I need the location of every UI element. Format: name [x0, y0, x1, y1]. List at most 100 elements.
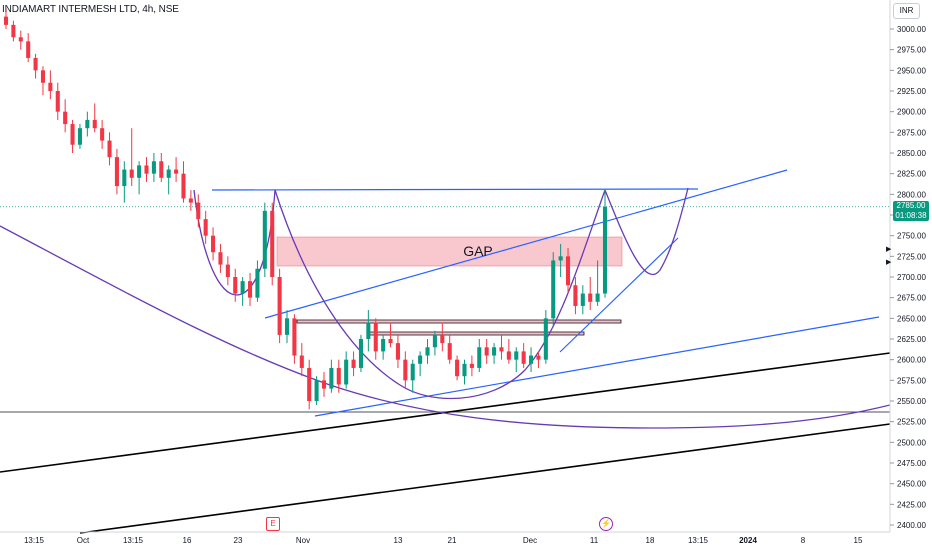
candle-body — [225, 264, 230, 277]
candle-body — [432, 334, 437, 348]
candle-body — [410, 363, 415, 381]
candle-body — [551, 260, 556, 319]
price-tick-label: 2825.00 — [897, 170, 926, 179]
candle-body — [277, 277, 282, 335]
candle-body — [144, 165, 149, 174]
price-tick-label: 2625.00 — [897, 335, 926, 344]
candle-body — [284, 318, 290, 335]
time-tick-label: 13 — [394, 536, 403, 545]
rising-trendline-upper — [264, 169, 788, 319]
price-tick-label: 2600.00 — [897, 356, 926, 365]
candle-body — [336, 367, 341, 385]
price-tick-label: 2800.00 — [897, 190, 926, 199]
price-tick-label: 2875.00 — [897, 128, 926, 137]
candle-body — [499, 347, 504, 352]
time-tick-label: 21 — [448, 536, 457, 545]
time-tick-label: Dec — [523, 536, 537, 545]
gap-label: GAP — [463, 243, 493, 259]
price-tick-label: 2450.00 — [897, 480, 926, 489]
price-tick-label: 2650.00 — [897, 314, 926, 323]
time-axis[interactable]: 13:15 Oct 13:15 16 23 Nov 13 21 Dec 11 18 13:15 2024… — [0, 531, 890, 545]
candle-body — [580, 293, 585, 306]
earnings-marker[interactable]: E — [266, 517, 280, 531]
left-arrow-icon: ▶ — [886, 246, 892, 253]
range-box-upper — [296, 319, 622, 324]
channel-line-lower — [79, 423, 891, 534]
dividend-marker[interactable]: ⚡ — [599, 517, 613, 531]
candle-body — [218, 252, 223, 265]
cup-arc-main — [274, 189, 606, 400]
candle-body — [33, 57, 38, 71]
candle-body — [455, 359, 460, 377]
candle-body — [395, 343, 400, 360]
candle-body — [351, 359, 356, 368]
candle-body — [521, 351, 526, 364]
resistance-line — [211, 188, 699, 191]
candle-body — [381, 339, 386, 352]
currency-badge[interactable]: INR — [893, 3, 920, 19]
price-tick-label: 2400.00 — [897, 521, 926, 530]
candle-body — [321, 380, 327, 389]
price-tick-label: 2675.00 — [897, 294, 926, 303]
candle-body — [602, 206, 608, 294]
candle-body — [314, 380, 319, 401]
candle-body — [373, 322, 378, 352]
candle-body — [344, 359, 349, 385]
symbol-title: INDIAMART INTERMESH LTD, 4h, NSE — [2, 4, 179, 15]
price-tick-label: 2550.00 — [897, 397, 926, 406]
price-tick-label: 3000.00 — [897, 25, 926, 34]
candle-body — [63, 111, 68, 125]
price-tick-label: 2425.00 — [897, 500, 926, 509]
candle-body — [40, 70, 46, 83]
candle-body — [418, 355, 423, 364]
handle-arc — [604, 187, 689, 276]
last-price: 2785.00 — [896, 201, 926, 210]
candle-body — [565, 256, 571, 286]
time-tick-label: 2024 — [739, 536, 757, 545]
candle-body — [462, 363, 467, 377]
time-tick-label: 8 — [801, 536, 806, 545]
candle-body — [506, 351, 511, 360]
price-tick-label: 2850.00 — [897, 149, 926, 158]
time-tick-label: 23 — [234, 536, 243, 545]
candle-body — [3, 16, 9, 25]
candle-body — [366, 322, 371, 339]
candle-body — [107, 140, 112, 158]
time-tick-label: Nov — [296, 536, 310, 545]
time-tick-label: 18 — [646, 536, 655, 545]
price-tick-label: 2575.00 — [897, 376, 926, 385]
time-tick-label: 13:15 — [123, 536, 144, 545]
price-tick-label: 2700.00 — [897, 273, 926, 282]
price-axis[interactable]: 3000.00 2975.00 2950.00 2925.00 2900.00 2875.… — [889, 0, 926, 532]
candle-body — [595, 293, 600, 302]
candle-body — [129, 169, 134, 178]
candle-body — [440, 334, 445, 344]
price-tick-label: 2950.00 — [897, 66, 926, 75]
candles-layer — [3, 8, 608, 410]
range-box-lower — [366, 331, 585, 336]
candle-body — [299, 355, 304, 368]
candle-body — [166, 169, 171, 178]
candle-body — [77, 128, 82, 145]
wedge-line — [559, 237, 679, 353]
candle-body — [18, 37, 23, 42]
left-arrow-icon: ▶ — [886, 259, 892, 266]
candle-body — [70, 124, 75, 145]
candle-body — [262, 210, 267, 269]
candle-body — [233, 277, 238, 294]
candle-body — [26, 41, 31, 58]
gap-zone — [276, 236, 623, 267]
candle-body — [248, 281, 253, 298]
candle-body — [114, 157, 119, 187]
candle-body — [543, 318, 548, 360]
candle-body — [558, 256, 563, 261]
time-tick-label: 16 — [183, 536, 192, 545]
candle-body — [358, 339, 363, 368]
candle-body — [447, 343, 452, 360]
candle-body — [92, 119, 97, 129]
drawings-layer — [0, 169, 891, 534]
candle-body — [492, 347, 497, 356]
